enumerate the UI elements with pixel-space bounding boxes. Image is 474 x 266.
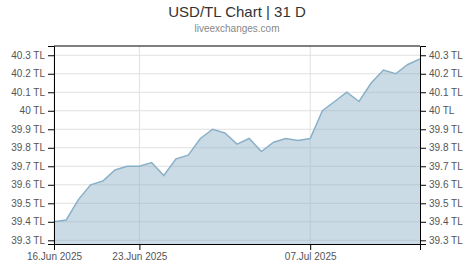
tick-label: 40 TL xyxy=(20,105,46,116)
tick-label: 40.3 TL xyxy=(11,50,45,61)
tick-mark xyxy=(420,92,426,93)
tick: 39.8 TL xyxy=(420,142,463,153)
tick-mark xyxy=(310,244,311,250)
tick-label: 40.3 TL xyxy=(429,50,463,61)
tick-mark xyxy=(48,111,54,112)
tick: 39.3 TL xyxy=(420,235,463,246)
tick: 39.4 TL xyxy=(11,216,54,227)
tick-label: 39.4 TL xyxy=(429,216,463,227)
tick-label: 39.5 TL xyxy=(11,198,45,209)
tick-mark xyxy=(48,74,54,75)
tick: 39.5 TL xyxy=(420,198,463,209)
grid xyxy=(54,46,420,244)
tick-label: 39.9 TL xyxy=(429,124,463,135)
tick: 39.7 TL xyxy=(420,161,463,172)
tick-mark xyxy=(48,203,54,204)
tick: 07.Jul 2025 xyxy=(285,244,337,262)
tick: 40.1 TL xyxy=(420,87,463,98)
tick-mark xyxy=(420,240,426,241)
plot-frame xyxy=(54,46,420,47)
x-axis: 16.Jun 2025 23.Jun 2025 07.Jul 2025 xyxy=(27,244,421,262)
tick: 39.5 TL xyxy=(11,198,54,209)
tick: 40.1 TL xyxy=(11,87,54,98)
tick-label: 23.Jun 2025 xyxy=(112,251,167,262)
tick: 40.2 TL xyxy=(11,68,54,79)
tick-mark xyxy=(48,129,54,130)
tick: 40.3 TL xyxy=(420,50,463,61)
tick-label: 39.5 TL xyxy=(429,198,463,209)
subtitle: liveexchanges.com xyxy=(194,23,279,34)
tick-label: 40.1 TL xyxy=(429,87,463,98)
tick-mark xyxy=(420,74,426,75)
axis-line xyxy=(421,47,427,245)
tick-mark xyxy=(420,222,426,223)
axis-line xyxy=(48,47,55,245)
tick-label: 39.7 TL xyxy=(429,161,463,172)
tick: 39.4 TL xyxy=(420,216,463,227)
tick-label: 39.8 TL xyxy=(429,142,463,153)
tick: 40.2 TL xyxy=(420,68,463,79)
tick: 40.3 TL xyxy=(11,50,54,61)
tick-label: 39.3 TL xyxy=(11,235,45,246)
marks xyxy=(54,59,420,244)
tick-mark xyxy=(420,129,426,130)
plot: 39.3 TL 39.4 TL 39.5 TL 39.6 TL 39.7 TL 39.8 … xyxy=(11,46,463,262)
tick-label: 39.3 TL xyxy=(429,235,463,246)
tick-mark xyxy=(48,222,54,223)
tick: 39.8 TL xyxy=(11,142,54,153)
tick-label: 07.Jul 2025 xyxy=(285,251,337,262)
tick-label: 39.6 TL xyxy=(11,179,45,190)
y-axis: 39.3 TL 39.4 TL 39.5 TL 39.6 TL 39.7 TL 39.8 … xyxy=(11,47,54,246)
tick-mark xyxy=(420,55,426,56)
tick: 40 TL xyxy=(420,105,455,116)
tick: 39.6 TL xyxy=(11,179,54,190)
tick: 16.Jun 2025 xyxy=(27,244,82,262)
tick-label: 39.8 TL xyxy=(11,142,45,153)
title: USD/TL Chart | 31 D xyxy=(168,3,306,20)
tick-mark xyxy=(420,203,426,204)
tick-mark xyxy=(48,92,54,93)
axis-line xyxy=(55,245,421,251)
tick-mark xyxy=(48,55,54,56)
tick: 39.7 TL xyxy=(11,161,54,172)
tick-mark xyxy=(48,240,54,241)
tick-label: 39.4 TL xyxy=(11,216,45,227)
tick-label: 16.Jun 2025 xyxy=(27,251,82,262)
tick-mark xyxy=(48,185,54,186)
tick-label: 40.2 TL xyxy=(11,68,45,79)
tick: 39.9 TL xyxy=(11,124,54,135)
tick-mark xyxy=(54,244,55,250)
tick-mark xyxy=(420,148,426,149)
tick: 23.Jun 2025 xyxy=(112,244,167,262)
tick-label: 39.9 TL xyxy=(11,124,45,135)
tick-label: 40 TL xyxy=(429,105,455,116)
tick: 39.9 TL xyxy=(420,124,463,135)
grid-line-y xyxy=(54,73,420,74)
y2-axis: 39.3 TL 39.4 TL 39.5 TL 39.6 TL 39.7 TL 39.8 … xyxy=(420,47,463,246)
tick-mark xyxy=(420,185,426,186)
tick-mark xyxy=(420,166,426,167)
tick-mark xyxy=(48,166,54,167)
chart: USD/TL Chart | 31 D liveexchanges.com 39.3… xyxy=(0,0,474,266)
tick-label: 40.2 TL xyxy=(429,68,463,79)
grid-line-y xyxy=(54,55,420,56)
tick: 39.3 TL xyxy=(11,235,54,246)
tick-mark xyxy=(420,111,426,112)
tick: 39.6 TL xyxy=(420,179,463,190)
tick-label: 39.7 TL xyxy=(11,161,45,172)
tick: 40 TL xyxy=(20,105,54,116)
tick-mark xyxy=(139,244,140,250)
tick-mark xyxy=(48,148,54,149)
tick-label: 40.1 TL xyxy=(11,87,45,98)
line xyxy=(54,59,420,222)
tick-label: 39.6 TL xyxy=(429,179,463,190)
area xyxy=(54,59,420,244)
